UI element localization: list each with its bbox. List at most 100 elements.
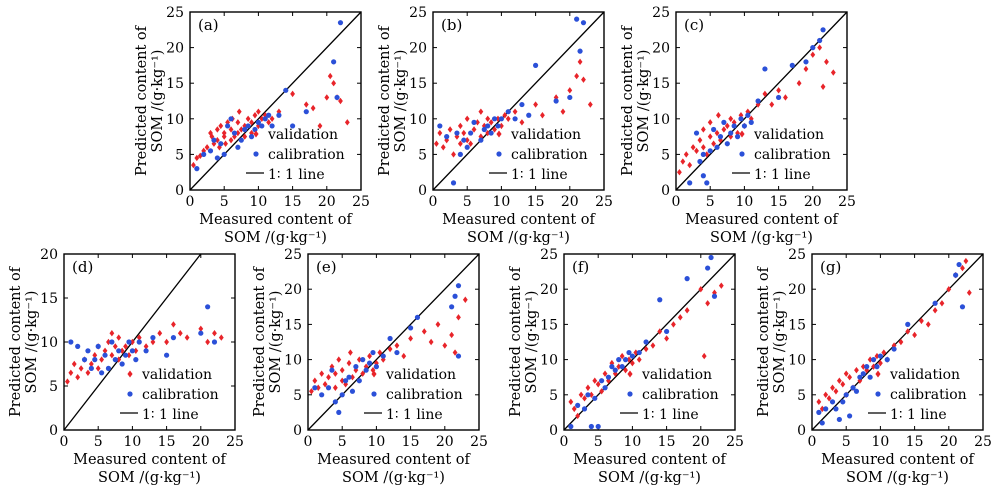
- validation-point: [269, 115, 275, 122]
- validation-point: [485, 129, 491, 137]
- validation-point: [718, 282, 724, 289]
- validation-point: [776, 87, 781, 94]
- validation-point: [874, 352, 880, 360]
- calibration-point: [339, 392, 345, 398]
- y-tick-label: 10: [788, 353, 806, 369]
- x-tick-label: 20: [804, 194, 822, 210]
- validation-point: [694, 147, 699, 155]
- y-axis-title-line1: Predicted content of: [377, 24, 393, 176]
- calibration-point: [81, 357, 88, 363]
- calibration-point: [75, 343, 81, 349]
- calibration-point: [619, 364, 625, 370]
- legend-calibration-marker: [627, 391, 633, 397]
- y-axis-title-line1: Predicted content of: [8, 265, 24, 417]
- validation-point: [577, 58, 583, 66]
- validation-point: [332, 370, 338, 377]
- calibration-point: [266, 112, 272, 118]
- validation-point: [471, 126, 477, 133]
- validation-point: [817, 44, 823, 51]
- legend-calibration-label: calibration: [386, 387, 463, 403]
- validation-point: [324, 94, 330, 101]
- validation-point: [499, 122, 504, 130]
- validation-point: [687, 161, 693, 169]
- validation-point: [602, 370, 608, 377]
- calibration-point: [585, 392, 591, 398]
- calibration-point: [68, 339, 74, 345]
- calibration-point: [242, 126, 248, 133]
- validation-point: [133, 347, 139, 354]
- validation-point: [711, 140, 717, 147]
- validation-point: [769, 101, 775, 108]
- calibration-point: [201, 151, 207, 157]
- calibration-point: [853, 388, 860, 394]
- x-tick-label: 5: [842, 434, 851, 450]
- validation-point: [478, 108, 484, 115]
- panel-letter: (g): [820, 258, 841, 276]
- x-tick-label: 0: [60, 434, 69, 450]
- validation-point: [214, 136, 220, 144]
- y-tick-label: 0: [49, 423, 58, 439]
- calibration-point: [711, 293, 718, 299]
- calibration-point: [218, 141, 224, 147]
- validation-point: [310, 104, 316, 112]
- validation-point: [346, 359, 352, 367]
- chart-panel: 0 5 10 15 20 25 0 5 10 15 20 25 (f) validation calibra…: [508, 247, 744, 486]
- legend-line-label: 1∶ 1 line: [511, 167, 568, 183]
- x-tick-label: 15: [770, 194, 788, 210]
- calibration-point: [109, 339, 115, 345]
- calibration-point: [595, 423, 601, 430]
- calibration-point: [245, 123, 251, 129]
- calibration-point: [843, 392, 849, 398]
- calibration-point: [334, 94, 340, 101]
- validation-point: [701, 352, 707, 360]
- x-tick-label: 25: [470, 434, 488, 450]
- validation-point: [109, 352, 115, 359]
- y-tick-label: 15: [409, 76, 427, 92]
- validation-point: [78, 365, 84, 372]
- validation-point: [585, 384, 591, 391]
- x-tick-label: 0: [429, 194, 438, 210]
- calibration-point: [102, 352, 108, 358]
- legend-calibration-marker: [127, 391, 133, 397]
- validation-point: [204, 144, 210, 151]
- calibration-point: [533, 62, 539, 68]
- validation-point: [106, 338, 111, 346]
- calibration-point: [194, 166, 200, 172]
- calibration-point: [485, 123, 491, 129]
- validation-point: [707, 133, 713, 140]
- calibration-point: [693, 130, 700, 136]
- y-tick-label: 20: [40, 247, 58, 263]
- y-axis-title-line2: SOM /(g·kg⁻¹): [150, 50, 166, 153]
- calibration-point: [343, 378, 349, 384]
- legend-validation-label: validation: [641, 367, 712, 383]
- calibration-point: [214, 155, 220, 161]
- x-tick-label: 15: [284, 194, 302, 210]
- calibration-point: [116, 348, 122, 354]
- validation-point: [329, 363, 335, 370]
- panel-letter: (a): [198, 16, 219, 34]
- validation-point: [847, 374, 853, 381]
- x-tick-label: 5: [463, 194, 472, 210]
- validation-point: [435, 321, 441, 328]
- calibration-point: [198, 330, 204, 336]
- validation-point: [214, 126, 220, 133]
- calibration-point: [329, 367, 335, 373]
- legend-validation-marker: [253, 130, 259, 138]
- validation-point: [303, 101, 309, 108]
- x-tick-label: 5: [594, 434, 603, 450]
- calibration-point: [136, 339, 142, 345]
- validation-point: [836, 377, 842, 384]
- y-tick-label: 5: [549, 388, 558, 404]
- calibration-point: [491, 116, 498, 122]
- y-axis-title-line2: SOM /(g·kg⁻¹): [524, 291, 540, 394]
- validation-point: [367, 352, 372, 360]
- validation-point: [860, 363, 866, 370]
- x-tick-label: 5: [220, 194, 229, 210]
- validation-point: [946, 286, 952, 293]
- legend-line-label: 1∶ 1 line: [642, 407, 699, 423]
- calibration-point: [337, 20, 344, 26]
- calibration-point: [290, 123, 296, 129]
- calibration-point: [164, 352, 170, 358]
- calibration-point: [575, 402, 581, 408]
- calibration-point: [847, 413, 853, 419]
